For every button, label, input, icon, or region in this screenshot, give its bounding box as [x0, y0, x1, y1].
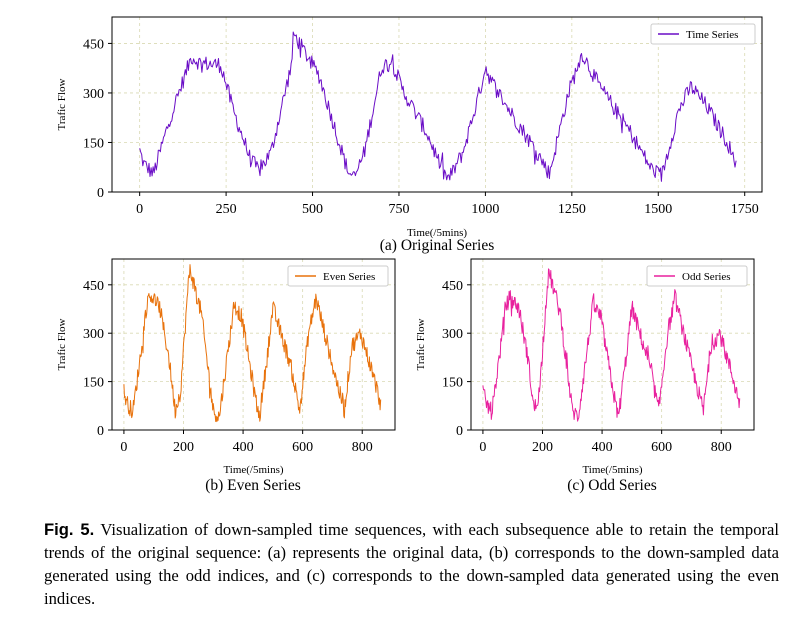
plot-frame [111, 16, 763, 193]
panel-subtitle: (c) Odd Series [567, 477, 657, 494]
y-tick-label: 300 [83, 327, 104, 342]
series-line-1 [482, 268, 741, 422]
series-line-1 [123, 264, 382, 423]
legend: Even Series [287, 265, 389, 287]
legend-label: Odd Series [682, 271, 731, 283]
x-tick-label: 1500 [644, 202, 672, 217]
y-tick-label: 150 [442, 376, 463, 391]
x-tick-label: 1750 [731, 202, 759, 217]
y-tick-label: 0 [97, 186, 104, 201]
x-tick-label: 800 [352, 440, 373, 455]
y-axis-label: Trafic Flow [56, 319, 68, 371]
series-line-1 [139, 31, 737, 182]
panel-subtitle: (b) Even Series [205, 477, 301, 494]
x-tick-label: 400 [592, 440, 613, 455]
caption-text: Visualization of down-sampled time seque… [44, 520, 779, 608]
y-tick-label: 300 [83, 87, 104, 102]
x-tick-label: 0 [136, 202, 143, 217]
x-axis-label: Time(/5mins) [223, 464, 283, 476]
x-tick-label: 1250 [558, 202, 586, 217]
panel-subtitle: (a) Original Series [380, 237, 495, 254]
x-tick-label: 200 [532, 440, 553, 455]
legend-label: Time Series [686, 29, 738, 41]
x-tick-label: 500 [302, 202, 323, 217]
legend: Odd Series [646, 265, 748, 287]
legend-label: Even Series [323, 271, 375, 283]
legend-box [646, 265, 748, 287]
plot-frame [470, 258, 755, 431]
x-tick-label: 750 [388, 202, 409, 217]
x-tick-label: 250 [216, 202, 237, 217]
x-axis-label: Time(/5mins) [407, 227, 467, 239]
x-axis-label: Time(/5mins) [582, 464, 642, 476]
chart-panel-1: 0 250 500 750 1000 1250 1500 1750 0 150 300 450 Time… [56, 16, 763, 254]
figure-canvas: 0 250 500 750 1000 1250 1500 17500150300450Time… [56, 16, 763, 494]
y-axis-label: Trafic Flow [56, 79, 68, 131]
y-tick-label: 450 [83, 279, 104, 294]
y-tick-label: 150 [83, 136, 104, 151]
y-axis-label: Trafic Flow [415, 319, 427, 371]
y-tick-label: 0 [456, 424, 463, 439]
chart-panel-2: 0 200 400 600 800 0 150 300 450 Time(/5mins) Trafi… [56, 258, 396, 494]
x-tick-label: 600 [292, 440, 313, 455]
y-tick-label: 450 [83, 37, 104, 52]
y-tick-label: 0 [97, 424, 104, 439]
x-tick-label: 400 [233, 440, 254, 455]
legend-box [287, 265, 389, 287]
figure-caption: Fig. 5. Visualization of down-sampled ti… [44, 518, 779, 610]
y-tick-label: 450 [442, 279, 463, 294]
caption-label: Fig. 5. [44, 520, 95, 539]
x-tick-label: 0 [120, 440, 127, 455]
x-tick-label: 1000 [471, 202, 499, 217]
x-tick-label: 800 [711, 440, 732, 455]
chart-panel-3: 0 200 400 600 800 0 150 300 450 Time(/5mins) Trafi… [415, 258, 755, 494]
plot-frame [111, 258, 396, 431]
x-tick-label: 0 [479, 440, 486, 455]
x-tick-label: 200 [173, 440, 194, 455]
x-tick-label: 600 [651, 440, 672, 455]
y-tick-label: 150 [83, 376, 104, 391]
y-tick-label: 300 [442, 327, 463, 342]
legend-box [650, 23, 756, 45]
legend: Time Series [650, 23, 756, 45]
